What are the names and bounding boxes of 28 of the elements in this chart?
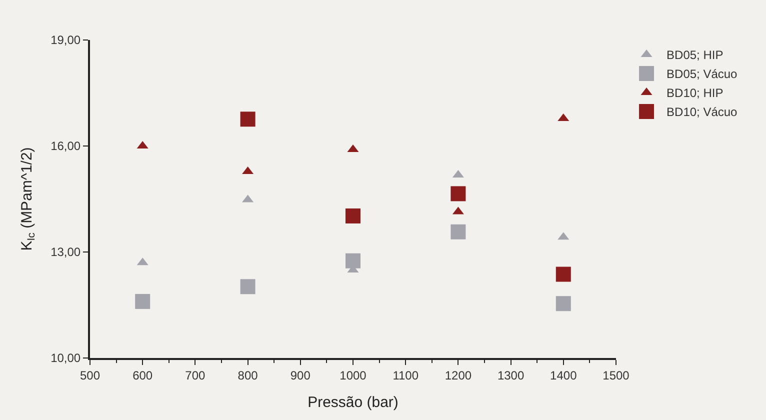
point	[556, 266, 571, 282]
x-tick-label: 1300	[497, 368, 524, 382]
point	[346, 208, 360, 224]
y-tick-label: 13,00	[50, 245, 81, 260]
point	[450, 224, 466, 240]
point	[135, 294, 150, 309]
x-tick-label: 1000	[340, 368, 367, 382]
legend-label: BD10; Vácuo	[666, 105, 738, 120]
x-tick-label: 1200	[444, 368, 472, 382]
x-tick-label: 1100	[392, 368, 419, 382]
x-tick-label: 600	[132, 368, 153, 382]
y-tick-label: 19,00	[50, 33, 81, 48]
point	[450, 186, 466, 202]
x-tick-label: 800	[238, 368, 258, 382]
x-tick-label: 500	[80, 368, 100, 382]
y-tick-label: 16,00	[50, 139, 81, 154]
legend-label: BD05; HIP	[666, 48, 724, 62]
point	[556, 296, 571, 312]
legend-label: BD05; Vácuo	[666, 67, 738, 82]
x-tick-label: 700	[185, 368, 206, 382]
point	[346, 253, 360, 268]
point	[240, 279, 256, 294]
y-tick-label: 10,00	[50, 351, 81, 366]
x-tick-label: 900	[290, 368, 311, 382]
legend-label: BD10; HIP	[666, 86, 724, 100]
x-tick-label: 1500	[602, 368, 630, 382]
x-axis-title: Pressão (bar)	[308, 394, 398, 411]
x-tick-label: 1400	[550, 368, 578, 382]
